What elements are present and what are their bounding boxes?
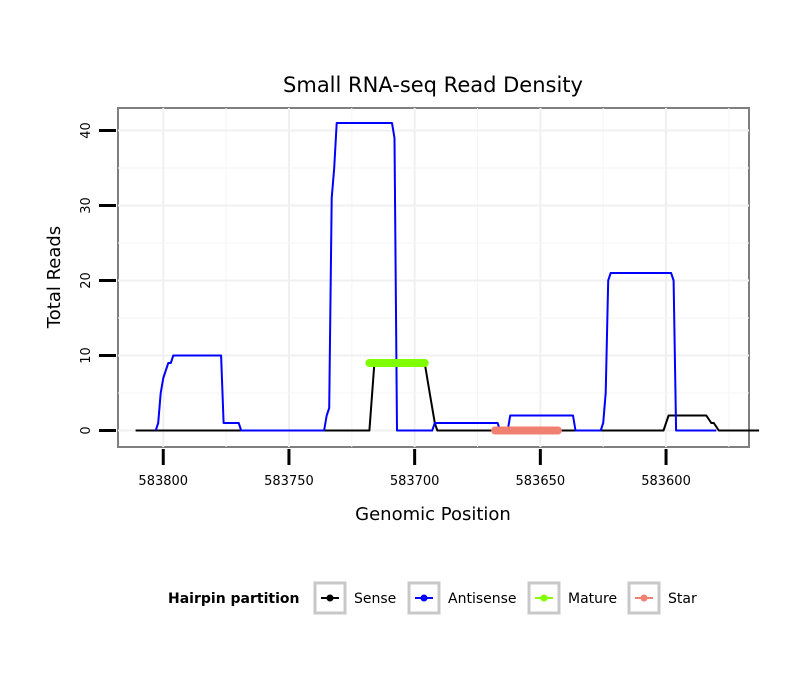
legend-entry-mature: Mature (527, 581, 617, 615)
legend-label: Mature (568, 591, 617, 607)
legend-key-dot (420, 594, 428, 602)
chart-title: Small RNA-seq Read Density (283, 73, 583, 97)
x-axis-label: Genomic Position (355, 504, 511, 525)
legend-key-dot (640, 594, 648, 602)
y-tick-label: 20 (79, 272, 94, 289)
legend-key-dot (326, 594, 334, 602)
plot-panel (117, 107, 750, 448)
y-axis-label: Total Reads (44, 226, 65, 329)
legend-label: Star (668, 591, 697, 607)
legend-label: Sense (354, 591, 396, 607)
y-tick-label: 30 (79, 197, 94, 214)
x-tick-label: 583600 (641, 474, 691, 489)
x-tick-label: 583800 (138, 474, 188, 489)
axes: 583800 583750 583700 583650 583600 0 10 20 30 40 (79, 122, 691, 489)
legend-key (407, 581, 441, 615)
legend-key (313, 581, 347, 615)
legend-entry-antisense: Antisense (407, 581, 517, 615)
legend: Hairpin partition Sense Antisense Mature Sta… (168, 581, 697, 615)
legend-title: Hairpin partition (168, 591, 299, 607)
legend-key-dot (540, 594, 548, 602)
legend-entry-star: Star (627, 581, 697, 615)
legend-entry-sense: Sense (313, 581, 396, 615)
x-tick-label: 583750 (264, 474, 314, 489)
y-tick-label: 40 (79, 122, 94, 139)
series-layer (135, 122, 760, 435)
x-tick-label: 583650 (516, 474, 566, 489)
y-tick-label: 10 (79, 347, 94, 364)
series-line-antisense (154, 122, 717, 432)
legend-label: Antisense (448, 591, 517, 607)
y-tick-label: 0 (79, 426, 94, 434)
x-tick-label: 583700 (390, 474, 440, 489)
legend-key (627, 581, 661, 615)
